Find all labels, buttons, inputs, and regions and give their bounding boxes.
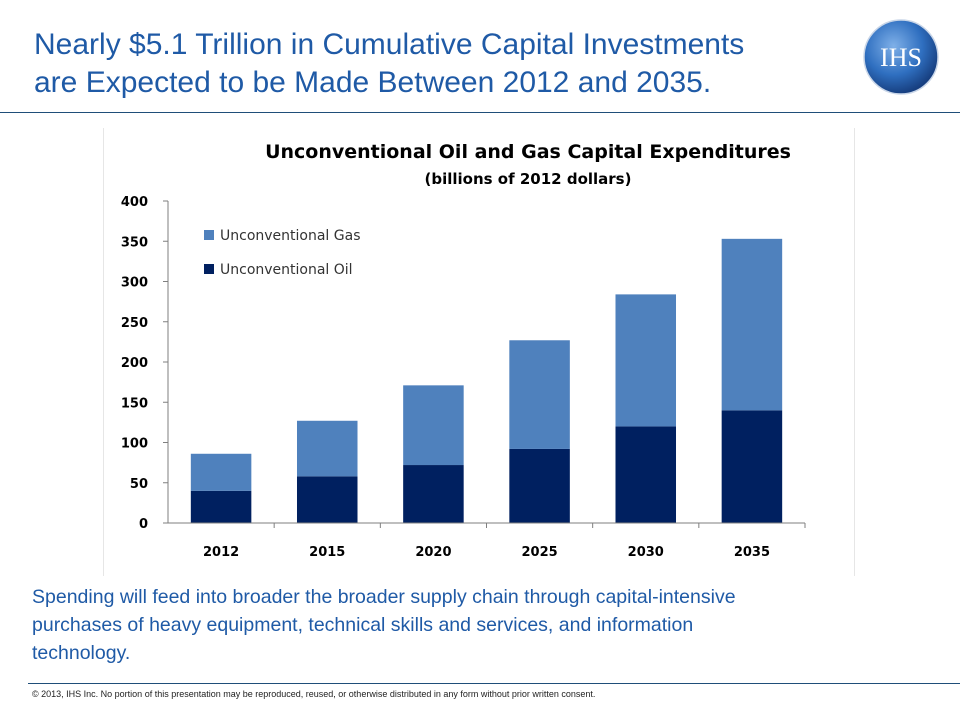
y-tick-label: 350 <box>121 235 148 250</box>
y-tick-label: 300 <box>121 276 148 291</box>
body-text: Spending will feed into broader the broa… <box>32 583 912 667</box>
body-line-1: Spending will feed into broader the broa… <box>32 586 736 608</box>
slide-title-line-2: are Expected to be Made Between 2012 and… <box>34 66 712 99</box>
body-line-2: purchases of heavy equipment, technical … <box>32 614 694 636</box>
y-tick-label: 100 <box>121 437 148 452</box>
bar-unconventional-oil-2020 <box>403 465 464 523</box>
x-tick-label: 2020 <box>415 545 451 560</box>
x-tick-label: 2035 <box>734 545 770 560</box>
bar-unconventional-gas-2030 <box>615 294 677 427</box>
chart-subtitle: (billions of 2012 dollars) <box>424 170 632 188</box>
legend-swatch-unconventional-oil <box>204 264 214 274</box>
legend-label: Unconventional Gas <box>220 228 361 244</box>
x-tick-label: 2030 <box>628 545 664 560</box>
slide-title-line-1: Nearly $5.1 Trillion in Cumulative Capit… <box>34 28 745 61</box>
bar-unconventional-oil-2025 <box>509 448 570 523</box>
svg-text:IHS: IHS <box>880 43 922 72</box>
bar-unconventional-gas-2020 <box>403 385 464 466</box>
x-tick-label: 2025 <box>521 545 557 560</box>
y-tick-label: 200 <box>121 356 148 371</box>
bar-unconventional-oil-2015 <box>296 476 358 523</box>
bar-unconventional-oil-2012 <box>190 490 252 523</box>
ihs-logo: IHS <box>863 19 939 95</box>
footer-copyright: © 2013, IHS Inc. No portion of this pres… <box>32 689 596 699</box>
legend-swatch-unconventional-gas <box>204 230 214 240</box>
y-tick-label: 150 <box>121 396 148 411</box>
footer-divider <box>28 683 960 684</box>
y-tick-label: 250 <box>121 316 148 331</box>
legend-label: Unconventional Oil <box>220 262 353 278</box>
y-tick-label: 50 <box>130 477 148 492</box>
bar-unconventional-oil-2035 <box>721 410 783 523</box>
y-tick-label: 0 <box>139 517 148 532</box>
chart-title: Unconventional Oil and Gas Capital Expen… <box>265 141 791 163</box>
y-tick-label: 400 <box>121 195 148 210</box>
x-tick-label: 2015 <box>309 545 345 560</box>
slide-title: Nearly $5.1 Trillion in Cumulative Capit… <box>34 26 834 102</box>
bar-unconventional-gas-2015 <box>296 420 358 477</box>
x-tick-label: 2012 <box>203 545 239 560</box>
bar-unconventional-gas-2035 <box>721 238 783 411</box>
body-line-3: technology. <box>32 642 131 664</box>
bar-unconventional-oil-2030 <box>615 426 677 523</box>
bar-unconventional-gas-2012 <box>190 453 252 491</box>
title-divider <box>0 112 960 113</box>
bar-unconventional-gas-2025 <box>509 340 570 449</box>
